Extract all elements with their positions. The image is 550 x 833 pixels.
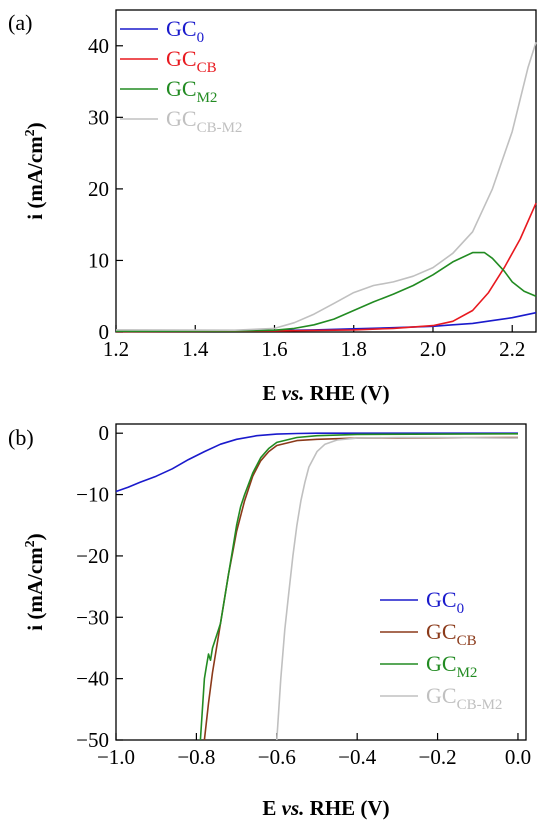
panel-b-legend-entry: GCCB-M2 — [426, 683, 502, 713]
panel-b-series — [115, 432, 519, 741]
panel-b-plot-area — [115, 423, 527, 741]
panel-b-label: (b) — [8, 425, 34, 450]
panel-b-legend-entry: GCM2 — [426, 651, 477, 681]
panel-a-y-axis-title: i (mA/cm2) — [23, 122, 47, 219]
panel-a-legend-entry: GCM2 — [166, 76, 217, 106]
panel-b-y-axis-title: i (mA/cm2) — [23, 533, 47, 630]
panel-a-series-cb-line — [115, 202, 537, 333]
panel-b-x-axis-title: E vs. RHE (V) — [262, 796, 389, 820]
panel-b-series-cb-m2-line — [276, 436, 519, 741]
panel-b-y-tick-label: 0 — [99, 421, 110, 445]
panel-a-series — [115, 41, 537, 333]
panel-a-x-tick-label: 2.0 — [420, 337, 446, 361]
panel-a-plot-area — [115, 9, 537, 333]
panel-a-legend-entry: GCCB-M2 — [166, 106, 242, 136]
panel-b-legend-entry: GCCB — [426, 619, 477, 649]
panel-a-ticks: 1.2 1.4 1.6 1.8 2.0 2.2 0 10 20 30 40 — [88, 34, 525, 361]
panel-b-ticks: −1.0 −0.8 −0.6 −0.4 −0.2 0.0 0 −10 −20 −30 −40 −50 — [76, 421, 531, 769]
panel-a-x-tick-label: 1.2 — [103, 337, 129, 361]
panel-a-x-tick-label: 2.2 — [499, 337, 525, 361]
panel-a-series-cb-m2-line — [115, 41, 537, 332]
panel-b-x-tick-label: 0.0 — [505, 745, 531, 769]
panel-a-y-tick-label: 0 — [99, 320, 110, 344]
panel-b-legend-entry: GC0 — [426, 587, 464, 617]
panel-a-legend-entry: GCCB — [166, 46, 217, 76]
panel-a-x-tick-label: 1.8 — [341, 337, 367, 361]
panel-b-y-tick-label: −50 — [76, 728, 109, 752]
panel-a-y-tick-label: 30 — [88, 105, 109, 129]
panel-a-x-tick-label: 1.6 — [261, 337, 287, 361]
panel-b-series-0-line — [115, 432, 518, 493]
panel-a-legend-entry: GC0 — [166, 16, 204, 46]
panel-b-series-cb-line — [203, 436, 519, 741]
panel-a-y-tick-label: 40 — [88, 34, 109, 58]
panel-b-x-tick-label: −0.2 — [419, 745, 457, 769]
panel-b-y-tick-label: −40 — [76, 667, 109, 691]
panel-b-series-m2-line — [199, 432, 519, 741]
panel-b-x-tick-label: −1.0 — [97, 745, 135, 769]
panel-b-x-tick-label: −0.4 — [338, 745, 377, 769]
panel-a-y-tick-label: 20 — [88, 177, 109, 201]
panel-b: (b) −1.0 −0.8 −0.6 −0.4 −0.2 0.0 0 −10 −20 −30 −40… — [8, 421, 531, 820]
panel-b-x-tick-label: −0.8 — [177, 745, 215, 769]
panel-a-label: (a) — [8, 10, 32, 35]
panel-a-x-tick-label: 1.4 — [182, 337, 209, 361]
panel-a-y-tick-label: 10 — [88, 248, 109, 272]
panel-b-y-tick-label: −10 — [76, 483, 109, 507]
panel-a-x-axis-title: E vs. RHE (V) — [262, 381, 389, 405]
panel-a-series-m2-line — [115, 251, 537, 333]
panel-b-x-tick-label: −0.6 — [258, 745, 296, 769]
panel-b-y-tick-label: −20 — [76, 544, 109, 568]
panel-b-y-tick-label: −30 — [76, 605, 109, 629]
